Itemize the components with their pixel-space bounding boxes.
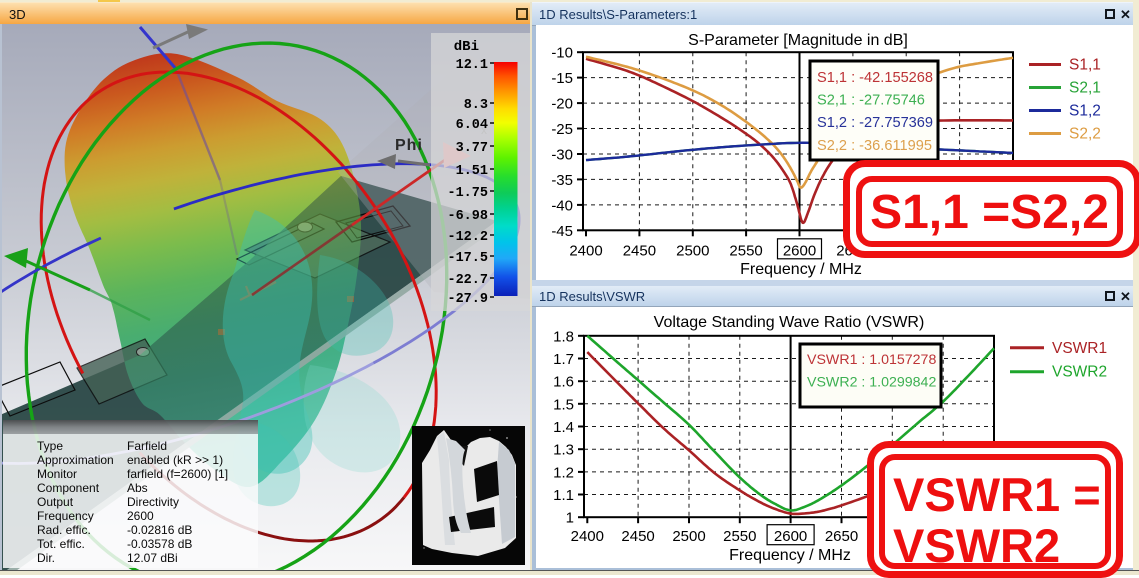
svg-text:2450: 2450 — [621, 528, 654, 545]
svg-text:Frequency / MHz: Frequency / MHz — [740, 261, 862, 278]
svg-text:1.4: 1.4 — [553, 419, 574, 436]
svg-text:12.1: 12.1 — [456, 58, 488, 73]
svg-text:1.7: 1.7 — [553, 351, 574, 368]
svg-text:1.6: 1.6 — [553, 374, 574, 391]
svg-text:12.07 dBi: 12.07 dBi — [127, 551, 178, 565]
svg-text:Tot. effic.: Tot. effic. — [37, 537, 85, 551]
svg-text:1.2: 1.2 — [553, 464, 574, 481]
svg-text:-27.9: -27.9 — [447, 292, 488, 307]
svg-text:-1.75: -1.75 — [447, 186, 488, 201]
svg-text:-35: -35 — [551, 172, 573, 189]
svg-text:8.3: 8.3 — [464, 98, 488, 113]
svg-text:2600: 2600 — [127, 509, 154, 523]
svg-text:-20: -20 — [551, 96, 573, 113]
svg-text:Frequency: Frequency — [37, 509, 94, 523]
svg-text:enabled (kR >> 1): enabled (kR >> 1) — [127, 453, 223, 467]
svg-text:Monitor: Monitor — [37, 467, 77, 481]
svg-text:S1,1 : -42.155268: S1,1 : -42.155268 — [817, 70, 933, 86]
svg-text:Type: Type — [37, 439, 63, 453]
svg-text:2400: 2400 — [571, 528, 604, 545]
svg-text:Rad. effic.: Rad. effic. — [37, 523, 91, 537]
svg-text:6.04: 6.04 — [456, 118, 488, 133]
svg-text:-10: -10 — [551, 45, 573, 62]
svg-text:1: 1 — [566, 510, 574, 527]
svg-text:Frequency / MHz: Frequency / MHz — [729, 547, 851, 564]
svg-text:-22.7: -22.7 — [447, 273, 488, 288]
svg-text:-6.98: -6.98 — [447, 209, 488, 224]
svg-text:2600: 2600 — [774, 528, 807, 545]
svg-text:Dir.: Dir. — [37, 551, 55, 565]
svg-text:Voltage Standing Wave Ratio (V: Voltage Standing Wave Ratio (VSWR) — [654, 314, 925, 331]
svg-text:Component: Component — [37, 481, 100, 495]
svg-text:Abs: Abs — [127, 481, 148, 495]
svg-text:2500: 2500 — [676, 242, 709, 259]
svg-text:VSWR2: VSWR2 — [1052, 364, 1107, 381]
svg-text:-0.02816 dB: -0.02816 dB — [127, 523, 192, 537]
svg-text:2650: 2650 — [825, 528, 858, 545]
svg-text:VSWR2 : 1.0299842: VSWR2 : 1.0299842 — [807, 375, 936, 391]
svg-text:-0.03578 dB: -0.03578 dB — [127, 537, 192, 551]
svg-text:1.3: 1.3 — [553, 442, 574, 459]
svg-text:S2,2 : -36.611995: S2,2 : -36.611995 — [817, 138, 932, 154]
svg-text:S1,1: S1,1 — [1069, 57, 1101, 74]
svg-text:Output: Output — [37, 495, 74, 509]
svg-text:2450: 2450 — [623, 242, 656, 259]
svg-text:1.1: 1.1 — [553, 487, 574, 504]
svg-text:S2,1 : -27.75746: S2,1 : -27.75746 — [817, 93, 925, 109]
svg-text:1.8: 1.8 — [553, 328, 574, 345]
svg-text:Phi: Phi — [395, 137, 423, 154]
svg-text:VSWR1 : 1.0157278: VSWR1 : 1.0157278 — [807, 352, 936, 368]
svg-text:2500: 2500 — [672, 528, 705, 545]
svg-text:-15: -15 — [551, 70, 573, 87]
svg-text:VSWR1: VSWR1 — [1052, 340, 1107, 357]
svg-text:-25: -25 — [551, 121, 573, 138]
svg-text:2400: 2400 — [569, 242, 602, 259]
svg-text:Farfield: Farfield — [127, 439, 167, 453]
svg-text:farfield (f=2600) [1]: farfield (f=2600) [1] — [127, 467, 228, 481]
svg-text:S2,1: S2,1 — [1069, 80, 1101, 97]
svg-text:-12.2: -12.2 — [447, 230, 488, 245]
svg-text:-45: -45 — [551, 223, 573, 240]
svg-text:dBi: dBi — [454, 39, 479, 55]
svg-text:-17.5: -17.5 — [447, 251, 488, 266]
svg-text:S-Parameter [Magnitude in dB]: S-Parameter [Magnitude in dB] — [688, 32, 908, 49]
svg-text:S1,2: S1,2 — [1069, 103, 1101, 120]
svg-text:Directivity: Directivity — [127, 495, 179, 509]
svg-text:-30: -30 — [551, 147, 573, 164]
svg-text:3.77: 3.77 — [456, 141, 488, 156]
svg-text:2550: 2550 — [723, 528, 756, 545]
svg-text:S2,2: S2,2 — [1069, 126, 1101, 143]
svg-text:2550: 2550 — [729, 242, 762, 259]
svg-text:S1,2 : -27.757369: S1,2 : -27.757369 — [817, 115, 933, 131]
svg-text:1.5: 1.5 — [553, 396, 574, 413]
svg-text:-40: -40 — [551, 197, 573, 214]
svg-text:Approximation: Approximation — [37, 453, 114, 467]
svg-text:2600: 2600 — [783, 242, 816, 259]
svg-text:1.51: 1.51 — [456, 164, 488, 179]
